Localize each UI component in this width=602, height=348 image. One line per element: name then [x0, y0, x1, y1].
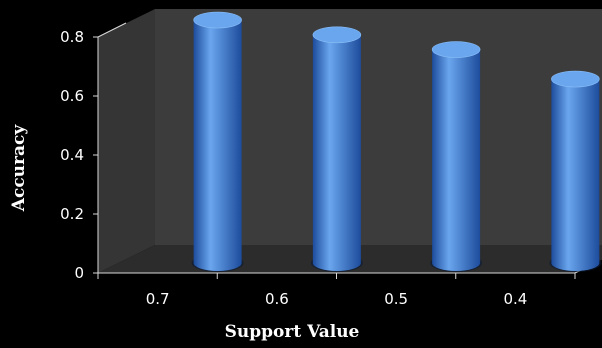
y-tick-label: 0.6	[60, 87, 84, 105]
x-tick-label: 0.4	[503, 290, 527, 308]
y-tick-label: 0	[74, 264, 84, 282]
bar-body	[432, 49, 481, 271]
x-axis-title: Support Value	[225, 322, 360, 342]
bar-top	[551, 70, 600, 88]
bar	[549, 70, 602, 272]
wall-edge-line	[97, 22, 127, 38]
bar-body	[312, 34, 361, 271]
bar-top	[312, 26, 362, 44]
y-tick-label: 0.8	[60, 28, 84, 46]
bar-body	[551, 79, 600, 271]
bar	[191, 11, 244, 272]
y-tick-label: 0.2	[60, 205, 84, 223]
side-wall	[98, 9, 155, 273]
bar	[430, 41, 483, 272]
y-tick-labels: 0 0.2 0.4 0.6 0.8	[60, 28, 84, 282]
y-axis-title: Accuracy	[9, 124, 29, 213]
bar-body	[193, 20, 242, 271]
x-tick-labels: 0.7 0.6 0.5 0.4	[146, 290, 528, 308]
y-tick-label: 0.4	[60, 146, 84, 164]
x-tick-label: 0.7	[146, 290, 170, 308]
bar-top	[193, 11, 242, 29]
bars	[191, 11, 602, 272]
x-tick-label: 0.5	[384, 290, 408, 308]
bar	[310, 26, 363, 272]
bar-top	[431, 41, 481, 58]
axes	[93, 22, 586, 279]
x-tick-label: 0.6	[265, 290, 289, 308]
back-wall	[155, 9, 602, 245]
